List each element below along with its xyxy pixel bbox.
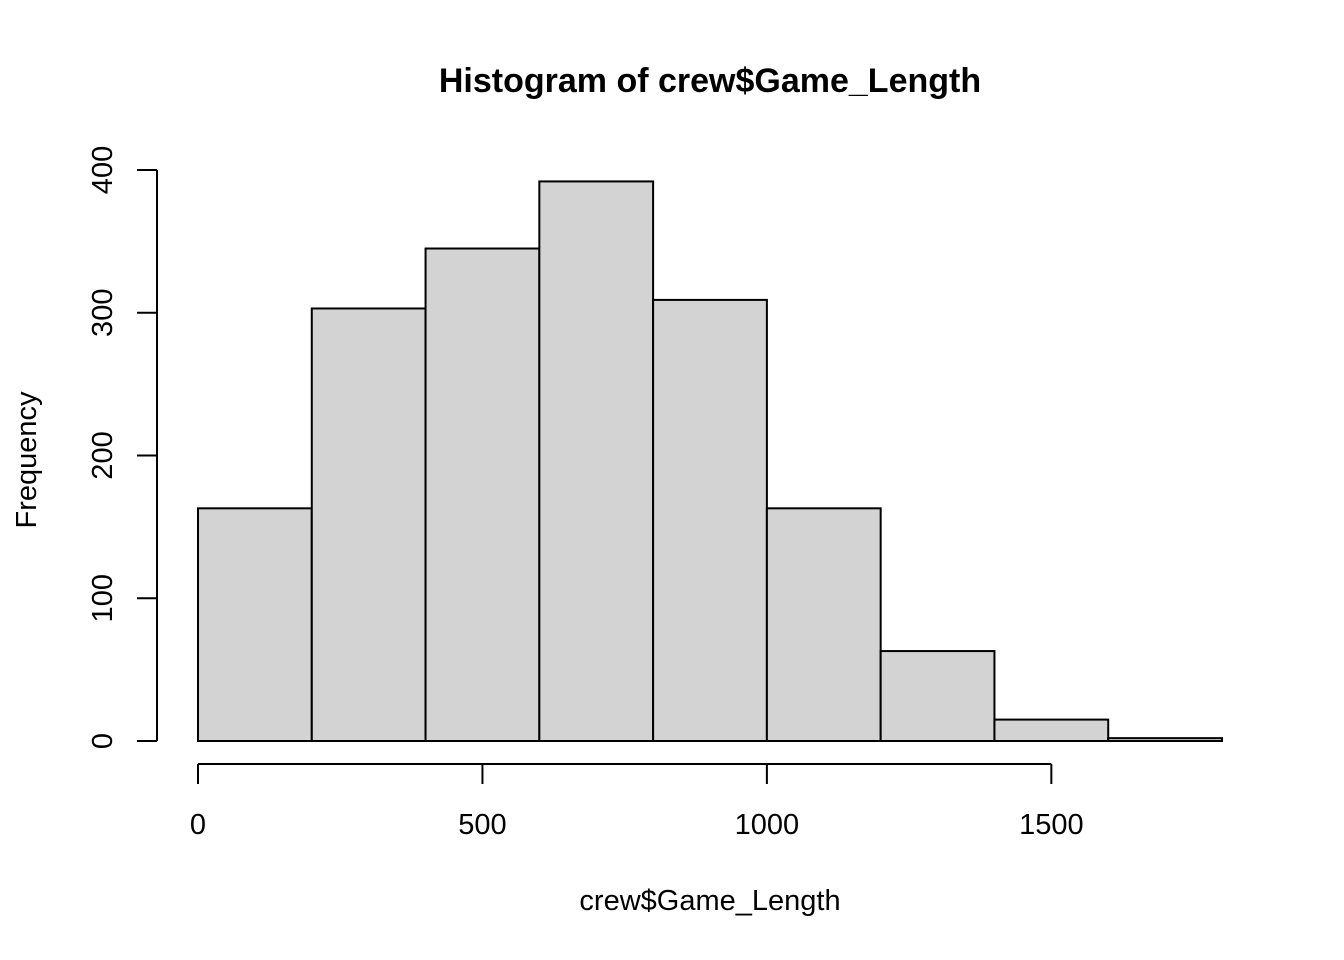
histogram-bar-4 [538,180,655,743]
y-tick-label-100: 100 [87,574,119,622]
histogram-bar-9 [1107,737,1223,743]
y-tick-label-0: 0 [87,733,119,749]
histogram-bar-3 [424,247,541,742]
histogram-bar-1 [197,507,313,742]
x-tick-label-1000: 1000 [735,809,800,841]
y-tick-label-200: 200 [87,431,119,479]
histogram-bar-8 [993,718,1110,743]
x-axis: 0 500 1000 1500 [190,763,1084,841]
x-tick-label-0: 0 [190,809,206,841]
x-axis-label: crew$Game_Length [579,885,840,917]
histogram-bar-2 [310,307,427,742]
y-tick-label-300: 300 [87,289,119,337]
y-tick-label-400: 400 [87,146,119,194]
histogram-bar-5 [652,298,768,742]
y-axis-label: Frequency [11,391,43,529]
x-tick-label-500: 500 [458,809,506,841]
chart-title: Histogram of crew$Game_Length [439,62,981,100]
histogram-bar-6 [765,507,882,742]
x-tick-label-1500: 1500 [1019,809,1084,841]
bars-group [197,180,1223,743]
y-axis: 0 100 200 300 400 [87,146,158,749]
histogram-bar-7 [879,650,996,743]
